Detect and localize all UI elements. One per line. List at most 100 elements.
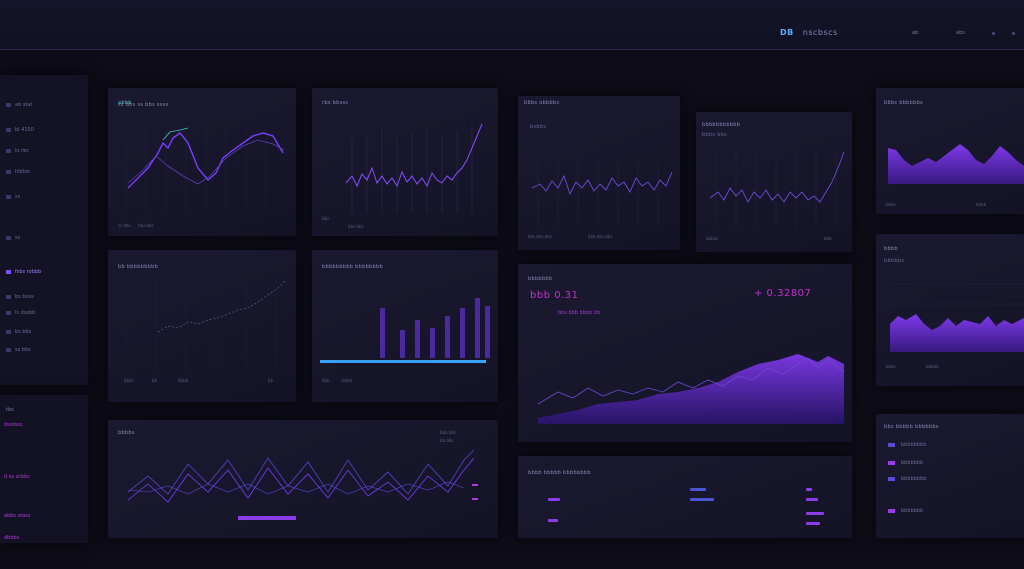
brand-name: nscbscs — [802, 28, 838, 37]
sidebar-lower: tbs dsotssc d ss scbbc abbs stass dbbbs — [0, 395, 88, 543]
list-badge-icon — [888, 442, 895, 447]
panel-spike-chart: rbs bbsss bbs bbs bbs — [312, 88, 498, 236]
sidebar-item-3[interactable]: ts rbc — [6, 148, 29, 154]
topbar-item-2[interactable]: abs — [956, 30, 965, 36]
noise-chart-1 — [531, 156, 673, 226]
sidebar-lower-item-1[interactable]: dsotssc — [4, 422, 23, 428]
tag-7 — [806, 512, 824, 515]
panel-scatter: bb bbbbbbbbb bbbs bb bbbb bb — [108, 250, 296, 402]
brand[interactable]: DB nscbscs — [780, 28, 838, 37]
x-tick-1: bbs — [322, 216, 330, 221]
panel-title: bbbbbbb — [528, 276, 553, 282]
dot-icon — [6, 235, 11, 240]
panel-noise-chart-1: bbbs obbbbs bsbbs bbs bbs bbs bbb bbs bb… — [518, 96, 680, 250]
panel-title: bbbb — [884, 246, 898, 252]
sidebar-item-11[interactable]: ss bbs — [6, 347, 31, 353]
panel-noise-chart-2: bbbbbbbbbbb bbbs bbs bbbbs bbb — [696, 112, 852, 252]
sidebar-item-5[interactable]: ss — [6, 194, 20, 200]
spike-chart — [345, 123, 483, 213]
sidebar-item-7[interactable]: fsbs robbb — [6, 269, 41, 275]
area-chart-1 — [888, 144, 1024, 184]
list-item[interactable]: bbbbbbb — [888, 508, 923, 514]
tag-5 — [806, 488, 812, 491]
gear-icon — [6, 347, 11, 352]
tag-6 — [806, 498, 818, 501]
x-tick-2: bbbbb — [926, 364, 939, 369]
list-badge-icon — [888, 476, 895, 481]
panel-subtitle: bbbbbs — [884, 258, 905, 264]
main-area-chart — [537, 354, 845, 424]
x-tick-1: ss bbs — [118, 223, 131, 228]
x-tick-1: bbbs — [124, 378, 134, 383]
panel-subtitle: bbbs bbs — [702, 132, 728, 138]
panel-line-chart-1: abbb ss bbs ss bbs ssss ss bbs bbs bbs — [108, 88, 296, 236]
panel-title: rbs bbsss — [322, 100, 349, 106]
sidebar-item-2[interactable]: bl 4150 — [6, 127, 34, 133]
sidebar-item-10[interactable]: bs bbs — [6, 329, 31, 335]
x-tick-2: bbbb — [976, 202, 987, 207]
main-value-sub: bbs bbb bbbb bb — [558, 310, 601, 316]
panel-title: bbbbs — [118, 430, 135, 436]
panel-subtitle: abbb — [118, 100, 132, 106]
panel-title: ss bbs ss bbs ssss — [118, 102, 169, 108]
panel-title: bbbb bbbbb bbbbbbbb — [528, 470, 591, 476]
x-tick-1: bbbbs — [706, 236, 719, 241]
x-tick-2: bbb — [824, 236, 832, 241]
sidebar-lower-item-3[interactable]: abbs stass — [4, 513, 31, 519]
panel-title: bb bbbbbbbbb — [118, 264, 159, 270]
sidebar-item-9[interactable]: ls dssbb — [6, 310, 35, 316]
panel-title: bbbbbbbbbbb — [702, 122, 741, 128]
sidebar-lower-title: tbs — [6, 407, 14, 413]
panel-title: bbs bbbbb bbbbbbs — [884, 424, 939, 430]
top-bar: DB nscbscs ab abs — [0, 0, 1024, 50]
x-tick-2: bb — [152, 378, 158, 383]
bar-chart — [320, 298, 490, 363]
dot-icon — [6, 194, 11, 199]
list-icon — [6, 169, 11, 174]
panel-area-chart-2: bbbb bbbbbs bbbs bbbbb — [876, 234, 1024, 386]
user-icon[interactable] — [1012, 32, 1015, 35]
menu-icon — [6, 102, 11, 107]
x-tick-2: bbs bbs — [348, 224, 364, 229]
legend-item-1: bbb bbs — [440, 430, 457, 435]
scatter-chart — [125, 279, 287, 370]
x-tick-1: bbs bbs bbs — [528, 234, 553, 239]
sidebar-item-1[interactable]: ab stat — [6, 102, 32, 108]
sidebar: ab stat bl 4150 ts rbc hlblos ss ss fsbs… — [0, 75, 88, 385]
panel-main-area-chart: bbbbbbb bbb 0.31 + 0.32807 bbs bbb bbbb … — [518, 264, 852, 442]
folder-icon — [6, 310, 11, 315]
list-item[interactable]: bbbbbbbb — [888, 442, 926, 448]
main-value-left: bbb 0.31 — [530, 290, 579, 301]
sidebar-lower-item-2[interactable]: d ss scbbc — [4, 474, 31, 480]
x-tick-3: bbbb — [178, 378, 189, 383]
chart-icon — [6, 148, 11, 153]
topbar-item-1[interactable]: ab — [912, 30, 919, 36]
notification-icon[interactable] — [992, 32, 995, 35]
sidebar-item-8[interactable]: bs boss — [6, 294, 34, 300]
sidebar-item-4[interactable]: hlblos — [6, 169, 30, 175]
x-tick-1: bbbs — [886, 202, 896, 207]
panel-subtitle: bsbbs — [530, 124, 547, 130]
list-item[interactable]: bbbbbbbb — [888, 476, 926, 482]
tag-8 — [806, 522, 820, 525]
wallet-icon — [6, 269, 11, 274]
doc-icon — [6, 329, 11, 334]
x-tick-4: bb — [268, 378, 274, 383]
noise-chart-2 — [709, 151, 845, 227]
list-item[interactable]: bbbbbbb — [888, 460, 923, 466]
x-tick-2: bbb bbs bbs — [588, 234, 613, 239]
tag-3 — [690, 488, 706, 491]
grid-icon — [6, 127, 11, 132]
user-icon — [6, 294, 11, 299]
panel-title: bbbs obbbbs — [524, 100, 560, 106]
x-tick-1: bbb — [322, 378, 330, 383]
sidebar-item-6[interactable]: ss — [6, 235, 20, 241]
panel-list: bbs bbbbb bbbbbbs bbbbbbbb bbbbbbb bbbbb… — [876, 414, 1024, 538]
tag-4 — [690, 498, 714, 501]
wave-chart — [127, 449, 478, 520]
tag-1 — [548, 498, 560, 501]
panel-bar-chart: bbbbbbbbb bbbbbbbb bbb bbbb — [312, 250, 498, 402]
x-tick-2: bbbb — [342, 378, 353, 383]
tag-2 — [548, 519, 558, 522]
sidebar-lower-item-4[interactable]: dbbbs — [4, 535, 20, 541]
